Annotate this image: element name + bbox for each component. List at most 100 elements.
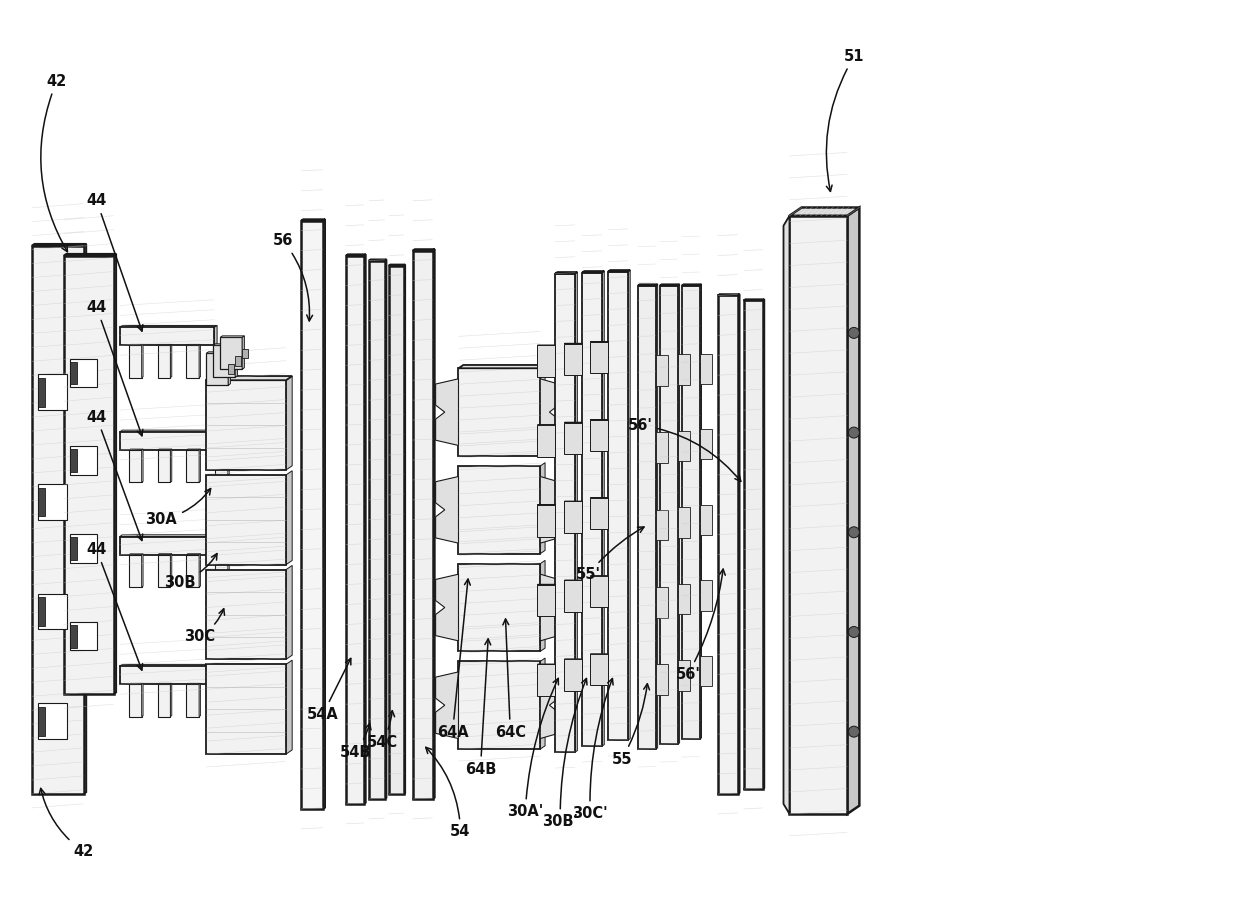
Text: 56: 56 bbox=[273, 233, 312, 321]
Polygon shape bbox=[170, 345, 172, 377]
Polygon shape bbox=[141, 683, 143, 717]
Polygon shape bbox=[186, 555, 200, 587]
Polygon shape bbox=[38, 707, 45, 736]
Polygon shape bbox=[541, 672, 558, 738]
Polygon shape bbox=[388, 264, 405, 265]
Polygon shape bbox=[435, 574, 459, 641]
Polygon shape bbox=[556, 273, 575, 752]
Polygon shape bbox=[242, 336, 244, 369]
Polygon shape bbox=[186, 449, 201, 450]
Polygon shape bbox=[435, 477, 459, 543]
Polygon shape bbox=[129, 554, 143, 555]
Polygon shape bbox=[368, 261, 384, 799]
Polygon shape bbox=[790, 215, 847, 814]
Polygon shape bbox=[119, 326, 217, 328]
Polygon shape bbox=[847, 207, 859, 814]
Polygon shape bbox=[129, 346, 141, 377]
Text: 30C': 30C' bbox=[573, 679, 613, 822]
Polygon shape bbox=[301, 219, 325, 221]
Polygon shape bbox=[656, 510, 668, 540]
Polygon shape bbox=[608, 272, 627, 740]
Polygon shape bbox=[699, 354, 712, 384]
Polygon shape bbox=[637, 285, 656, 749]
Polygon shape bbox=[413, 797, 435, 799]
Polygon shape bbox=[346, 803, 366, 804]
Polygon shape bbox=[200, 683, 201, 717]
Polygon shape bbox=[682, 284, 702, 285]
Text: 44: 44 bbox=[87, 410, 143, 540]
Polygon shape bbox=[186, 450, 200, 482]
Polygon shape bbox=[459, 662, 541, 749]
Polygon shape bbox=[590, 342, 608, 373]
Polygon shape bbox=[322, 219, 325, 809]
Polygon shape bbox=[69, 624, 77, 648]
Polygon shape bbox=[656, 433, 668, 463]
Polygon shape bbox=[119, 537, 215, 555]
Polygon shape bbox=[286, 660, 293, 754]
Polygon shape bbox=[242, 348, 248, 358]
Polygon shape bbox=[301, 221, 322, 809]
Polygon shape bbox=[459, 564, 541, 652]
Polygon shape bbox=[346, 255, 363, 804]
Polygon shape bbox=[129, 684, 141, 717]
Polygon shape bbox=[213, 346, 236, 377]
Polygon shape bbox=[157, 345, 172, 346]
Polygon shape bbox=[216, 683, 229, 684]
Polygon shape bbox=[699, 656, 712, 686]
Polygon shape bbox=[682, 285, 699, 739]
Text: 42: 42 bbox=[41, 73, 67, 252]
Polygon shape bbox=[206, 380, 286, 470]
Polygon shape bbox=[228, 345, 229, 377]
Polygon shape bbox=[216, 449, 229, 450]
Polygon shape bbox=[564, 501, 582, 533]
Polygon shape bbox=[157, 449, 172, 450]
Polygon shape bbox=[216, 346, 228, 377]
Text: 64C: 64C bbox=[495, 619, 526, 739]
Polygon shape bbox=[459, 365, 546, 368]
Polygon shape bbox=[38, 594, 67, 630]
Text: 51: 51 bbox=[826, 49, 864, 191]
Polygon shape bbox=[368, 260, 387, 261]
Polygon shape bbox=[38, 703, 67, 739]
Polygon shape bbox=[590, 576, 608, 607]
Circle shape bbox=[848, 626, 859, 637]
Polygon shape bbox=[213, 344, 237, 346]
Polygon shape bbox=[590, 498, 608, 529]
Polygon shape bbox=[790, 207, 859, 215]
Polygon shape bbox=[228, 683, 229, 717]
Polygon shape bbox=[660, 285, 678, 744]
Polygon shape bbox=[784, 215, 790, 814]
Polygon shape bbox=[541, 477, 558, 543]
Polygon shape bbox=[206, 475, 286, 565]
Polygon shape bbox=[32, 245, 83, 794]
Polygon shape bbox=[660, 284, 680, 285]
Text: 55': 55' bbox=[575, 527, 644, 582]
Polygon shape bbox=[157, 450, 170, 482]
Polygon shape bbox=[388, 793, 405, 794]
Circle shape bbox=[848, 527, 859, 538]
Polygon shape bbox=[157, 346, 170, 377]
Polygon shape bbox=[435, 379, 459, 445]
Polygon shape bbox=[83, 243, 87, 794]
Polygon shape bbox=[206, 352, 231, 353]
Polygon shape bbox=[186, 554, 201, 555]
Text: 54B: 54B bbox=[340, 723, 372, 759]
Polygon shape bbox=[119, 430, 217, 432]
Polygon shape bbox=[206, 569, 286, 660]
Polygon shape bbox=[590, 654, 608, 685]
Polygon shape bbox=[656, 586, 668, 618]
Polygon shape bbox=[216, 555, 228, 587]
Polygon shape bbox=[157, 684, 170, 717]
Polygon shape bbox=[637, 284, 657, 285]
Polygon shape bbox=[32, 243, 87, 245]
Text: 44: 44 bbox=[87, 194, 143, 331]
Polygon shape bbox=[38, 484, 67, 519]
Polygon shape bbox=[186, 683, 201, 684]
Polygon shape bbox=[216, 554, 229, 555]
Text: 30B: 30B bbox=[164, 554, 217, 590]
Polygon shape bbox=[537, 346, 556, 377]
Polygon shape bbox=[63, 253, 117, 255]
Polygon shape bbox=[413, 249, 435, 251]
Polygon shape bbox=[215, 326, 217, 346]
Polygon shape bbox=[286, 471, 293, 565]
